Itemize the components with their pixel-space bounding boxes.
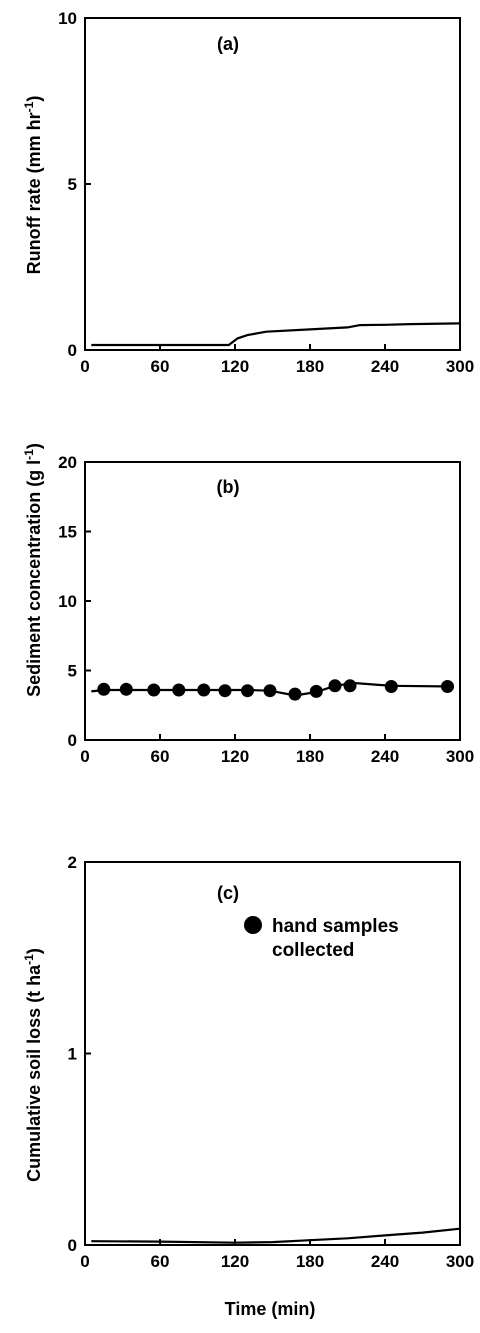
panel-a-y-axis-label: Runoff rate (mm hr-1) (22, 96, 44, 275)
legend-label-line2: collected (272, 940, 354, 961)
panel-a-x-tick-label: 300 (446, 357, 474, 376)
panel-b-data-point (328, 679, 342, 693)
panel-b-data-point (343, 679, 357, 693)
panel-c-series-line (91, 1227, 461, 1244)
panel-c-y-axis-label: Cumulative soil loss (t ha-1) (22, 948, 44, 1182)
panel-b-data-point (263, 684, 277, 698)
panel-c-x-tick-label: 60 (151, 1252, 170, 1271)
panel-c-x-tick-label: 300 (446, 1252, 474, 1271)
panel-b-x-tick-label: 180 (296, 747, 324, 766)
panel-a-label: (a) (217, 34, 239, 54)
panel-b-legend: hand samples collected (244, 916, 399, 961)
panel-b-data-point (218, 684, 232, 698)
panel-b-data-point (309, 684, 323, 698)
panel-b-frame (84, 461, 461, 741)
panel-b-x-tick-label: 120 (221, 747, 249, 766)
panel-a-y-axis-label-tail: ) (24, 96, 44, 102)
panel-a-x-tick-label: 180 (296, 357, 324, 376)
panel-b-y-axis-label-text: Sediment concentration (g l (24, 460, 44, 697)
panel-a-y-tick-label: 10 (58, 9, 77, 28)
panel-b-y-tick-label: 0 (68, 731, 77, 750)
panel-a-series-line (91, 322, 461, 347)
panel-c-x-tick-label: 0 (80, 1252, 89, 1271)
panel-c-y-axis-label-tail: ) (24, 948, 44, 954)
panel-b-data-point (97, 682, 111, 696)
panel-b-y-axis-label-tail: ) (24, 443, 44, 449)
panel-c-y-tick-label: 0 (68, 1236, 77, 1255)
panel-a-y-axis-label-text: Runoff rate (mm hr (24, 112, 44, 274)
panel-b-y-tick-label: 20 (58, 453, 77, 472)
panel-b-data-point (441, 680, 454, 693)
panel-b-y-tick-label: 15 (58, 523, 77, 542)
panel-a-frame (84, 17, 461, 351)
panel-b-x-tick-label: 60 (151, 747, 170, 766)
panel-c: (c) Cumulative soil loss (t ha-1) Time (… (22, 853, 474, 1319)
panel-a-x-tick-label: 120 (221, 357, 249, 376)
panel-c-x-tick-label: 180 (296, 1252, 324, 1271)
panel-c-y-tick-label: 2 (68, 853, 77, 872)
panel-c-x-tick-label: 240 (371, 1252, 399, 1271)
panel-c-x-axis-label: Time (min) (225, 1299, 316, 1319)
panel-a-x-tick-label: 0 (80, 357, 89, 376)
panel-a-y-axis-label-sup: -1 (22, 101, 36, 112)
panel-c-x-tick-label: 120 (221, 1252, 249, 1271)
panel-a: (a) Runoff rate (mm hr-1) 0 60 120 180 240 30… (22, 9, 474, 376)
panel-b-data-point (241, 684, 254, 698)
panel-b-y-tick-label: 5 (68, 662, 77, 681)
panel-b: (b) Sediment concentration (g l-1) hand … (22, 443, 474, 961)
panel-b-data-point (172, 683, 186, 697)
panel-b-y-axis-label-sup: -1 (22, 449, 36, 460)
panel-b-y-axis-label: Sediment concentration (g l-1) (22, 443, 44, 697)
panel-c-y-axis-label-sup: -1 (22, 954, 36, 965)
panel-b-label: (b) (217, 477, 240, 497)
panel-a-x-tick-label: 60 (151, 357, 170, 376)
panel-a-x-tick-label: 240 (371, 357, 399, 376)
panel-b-data-point (384, 680, 398, 693)
panel-c-y-axis-label-text: Cumulative soil loss (t ha (24, 964, 44, 1182)
panel-b-x-tick-label: 300 (446, 747, 474, 766)
legend-label-line1: hand samples (272, 916, 399, 937)
panel-b-x-tick-label: 240 (371, 747, 399, 766)
panel-a-y-tick-label: 5 (68, 175, 77, 194)
panel-c-label: (c) (217, 883, 239, 903)
panel-b-data-point (288, 687, 302, 701)
panel-a-y-tick-label: 0 (68, 341, 77, 360)
panel-b-data-point (147, 683, 161, 697)
panel-b-data-point (119, 682, 133, 696)
panel-b-y-tick-label: 10 (58, 592, 77, 611)
panel-b-x-tick-label: 0 (80, 747, 89, 766)
legend-marker (244, 916, 262, 934)
panel-b-data-point (197, 683, 211, 697)
panel-c-y-tick-label: 1 (68, 1045, 77, 1064)
